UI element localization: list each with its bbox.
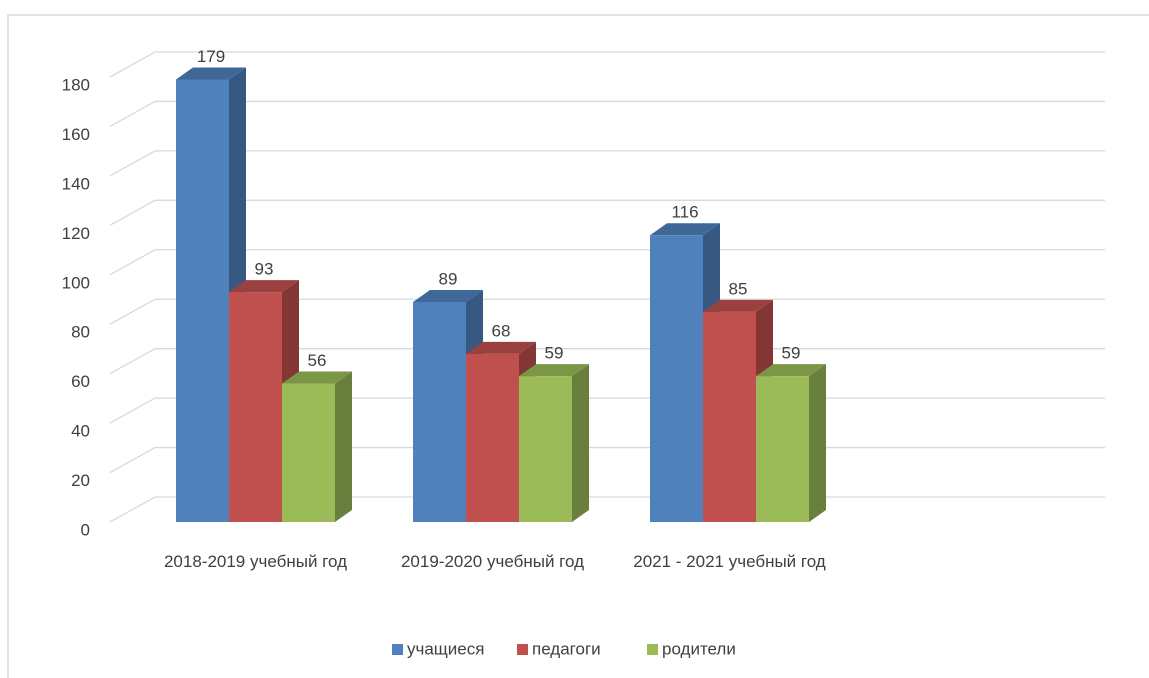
y-tick-label: 160 xyxy=(62,125,90,144)
bar-front xyxy=(229,292,282,522)
grid-line xyxy=(109,249,1105,276)
bar-side xyxy=(809,364,826,522)
value-label: 59 xyxy=(782,344,801,363)
frame xyxy=(7,14,1149,678)
bar-top xyxy=(413,289,483,302)
legend-label: учащиеся xyxy=(407,639,484,658)
grid-line xyxy=(109,348,1105,375)
legend-label: педагоги xyxy=(532,639,601,658)
bar-top xyxy=(466,341,536,354)
value-label: 116 xyxy=(671,203,698,222)
bar-top xyxy=(282,371,352,384)
y-tick-label: 80 xyxy=(71,323,90,342)
bar-front xyxy=(756,376,809,522)
x-tick-label: 2019-2020 учебный год xyxy=(400,552,585,571)
bar-top xyxy=(229,280,299,293)
grid-line xyxy=(109,298,1105,325)
bar xyxy=(519,364,589,522)
value-label: 93 xyxy=(255,260,274,279)
grid-line xyxy=(109,199,1105,226)
bar-front xyxy=(413,301,466,522)
value-label: 59 xyxy=(545,344,564,363)
bar-front xyxy=(176,79,229,522)
y-tick-label: 40 xyxy=(71,422,90,441)
bar-top xyxy=(756,364,826,377)
y-tick-label: 140 xyxy=(62,174,90,193)
value-label: 85 xyxy=(729,279,748,298)
bar-side xyxy=(335,371,352,522)
x-tick-label: 2018-2019 учебный год xyxy=(163,552,348,571)
bar-top xyxy=(650,223,720,236)
value-label: 56 xyxy=(308,351,327,370)
value-label: 89 xyxy=(439,269,458,288)
bar-front xyxy=(650,235,703,522)
y-tick-label: 60 xyxy=(71,372,90,391)
bar-top xyxy=(176,67,246,80)
y-tick-label: 20 xyxy=(71,471,90,490)
grid-line xyxy=(109,100,1105,128)
legend-label: родители xyxy=(662,639,736,658)
y-tick-label: 0 xyxy=(81,520,90,539)
bar-top xyxy=(519,364,589,377)
y-tick-label: 120 xyxy=(62,224,90,243)
x-tick-label: 2021 - 2021 учебный год xyxy=(633,552,826,571)
bar-front xyxy=(703,311,756,522)
y-tick-label: 100 xyxy=(62,273,90,292)
value-label: 68 xyxy=(492,321,511,340)
bar-front xyxy=(519,376,572,522)
legend-swatch xyxy=(392,644,403,655)
bar-front xyxy=(466,353,519,522)
legend-swatch xyxy=(517,644,528,655)
legend-swatch xyxy=(647,644,658,655)
bar-top xyxy=(703,299,773,312)
grid-line xyxy=(109,51,1105,78)
grid-line xyxy=(109,150,1105,177)
bar-side xyxy=(572,364,589,522)
bar-front xyxy=(282,383,335,522)
bar xyxy=(756,364,826,522)
bar xyxy=(282,371,352,522)
y-tick-label: 180 xyxy=(62,75,90,94)
value-label: 179 xyxy=(197,47,225,66)
